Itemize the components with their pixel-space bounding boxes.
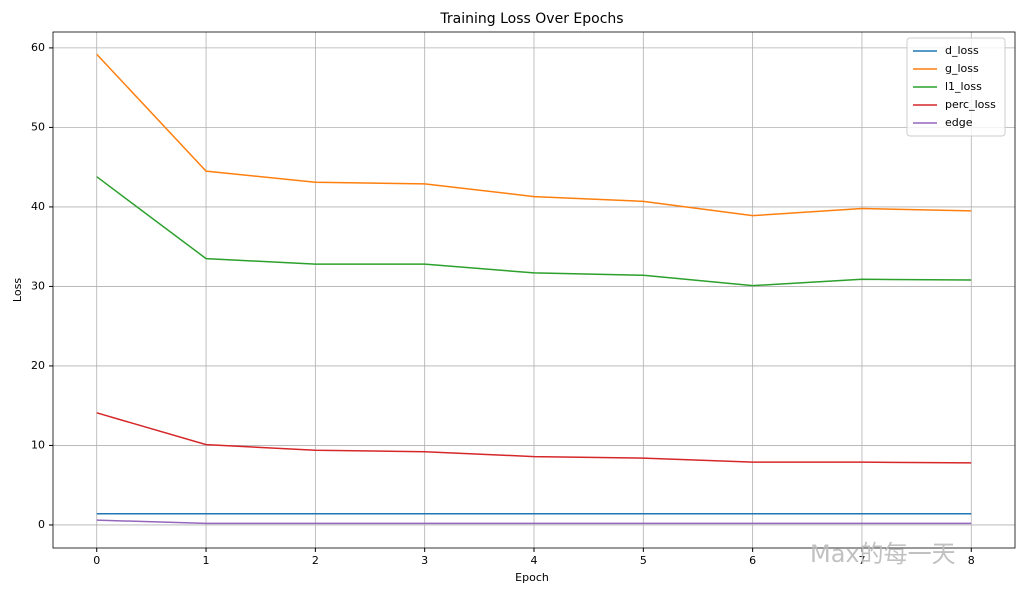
y-tick-label: 10 <box>31 438 45 451</box>
legend-label: g_loss <box>945 62 979 75</box>
legend-label: d_loss <box>945 44 979 57</box>
x-tick-label: 3 <box>421 554 428 567</box>
chart-title: Training Loss Over Epochs <box>439 11 623 27</box>
y-axis-label: Loss <box>11 278 24 302</box>
watermark: Max的每一天 <box>810 540 956 568</box>
y-tick-label: 50 <box>31 120 45 133</box>
y-tick-label: 30 <box>31 279 45 292</box>
x-axis-label: Epoch <box>515 571 549 584</box>
x-tick-label: 0 <box>93 554 100 567</box>
legend-label: l1_loss <box>945 80 982 93</box>
legend-label: perc_loss <box>945 98 996 111</box>
x-tick-label: 2 <box>312 554 319 567</box>
x-tick-label: 4 <box>531 554 538 567</box>
series-line <box>96 176 972 287</box>
y-tick-label: 20 <box>31 359 45 372</box>
series-line <box>96 412 972 464</box>
x-tick-label: 7 <box>858 554 865 567</box>
y-tick-label: 60 <box>31 41 45 54</box>
y-tick-label: 40 <box>31 200 45 213</box>
x-tick-label: 8 <box>968 554 975 567</box>
x-tick-label: 5 <box>640 554 647 567</box>
y-tick-label: 0 <box>38 518 45 531</box>
legend-box <box>906 37 1006 137</box>
series-line <box>96 519 972 525</box>
x-tick-label: 1 <box>203 554 210 567</box>
plot-frame <box>52 31 1016 549</box>
series-line <box>96 53 972 217</box>
legend-label: edge <box>945 116 973 129</box>
x-tick-label: 6 <box>749 554 756 567</box>
